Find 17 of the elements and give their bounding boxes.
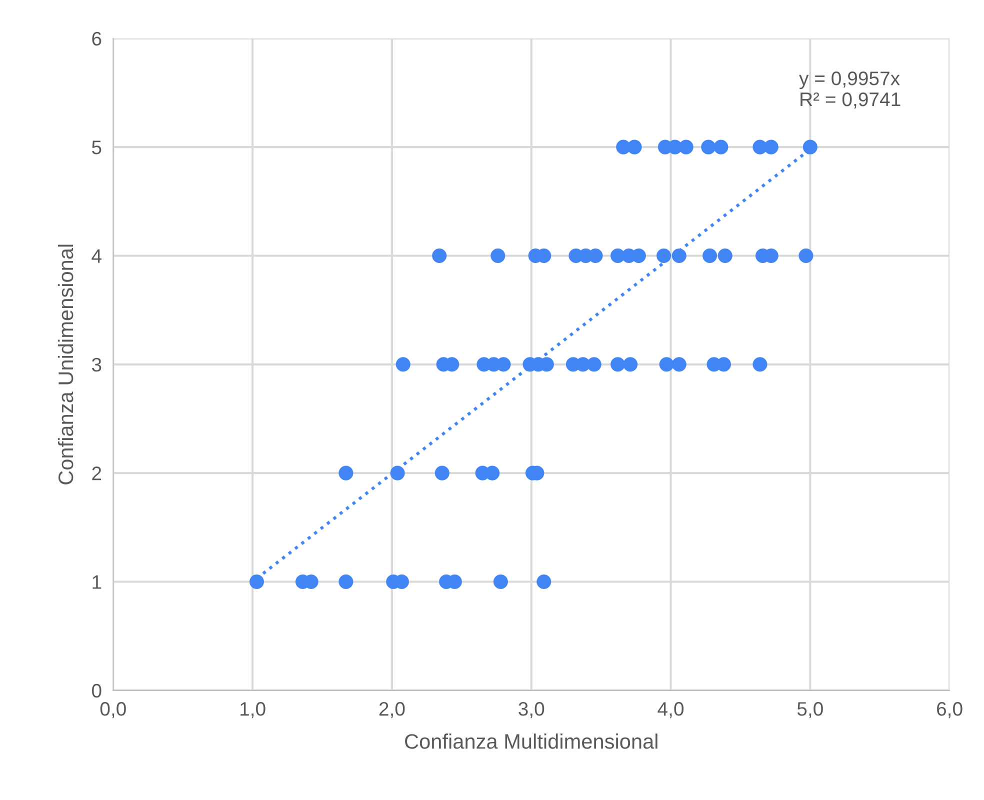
annotation: y = 0,9957x R² = 0,9741	[799, 72, 900, 109]
y-tick-label: 5	[92, 140, 102, 154]
x-tick-label: 3,0	[518, 702, 544, 718]
x-tick-label: 4,0	[658, 702, 684, 718]
x-tick-label: 0,0	[100, 702, 126, 718]
y-tick-label: 1	[92, 575, 102, 589]
y-tick-label: 0	[92, 684, 102, 698]
y-tick-label: 3	[92, 358, 102, 372]
x-tick-label: 5,0	[797, 702, 823, 718]
x-axis-title: Confianza Multidimensional	[405, 734, 658, 749]
y-tick-label: 2	[92, 466, 102, 480]
x-tick-label: 2,0	[379, 702, 405, 718]
y-tick-label: 4	[92, 249, 102, 263]
x-tick-label: 6,0	[937, 702, 962, 718]
x-tick-label: 1,0	[240, 702, 266, 718]
y-axis-title: Confianza Unidimensional	[58, 244, 74, 484]
y-tick-label: 6	[92, 32, 102, 46]
